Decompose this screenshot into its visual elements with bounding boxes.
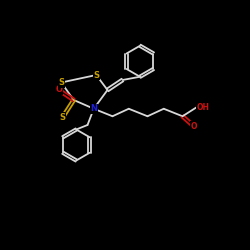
Text: O: O: [55, 86, 62, 94]
Text: S: S: [60, 113, 66, 122]
Text: N: N: [90, 104, 97, 113]
Text: O: O: [190, 122, 197, 131]
Text: S: S: [93, 70, 99, 80]
Text: S: S: [58, 78, 64, 87]
Text: OH: OH: [196, 103, 209, 112]
